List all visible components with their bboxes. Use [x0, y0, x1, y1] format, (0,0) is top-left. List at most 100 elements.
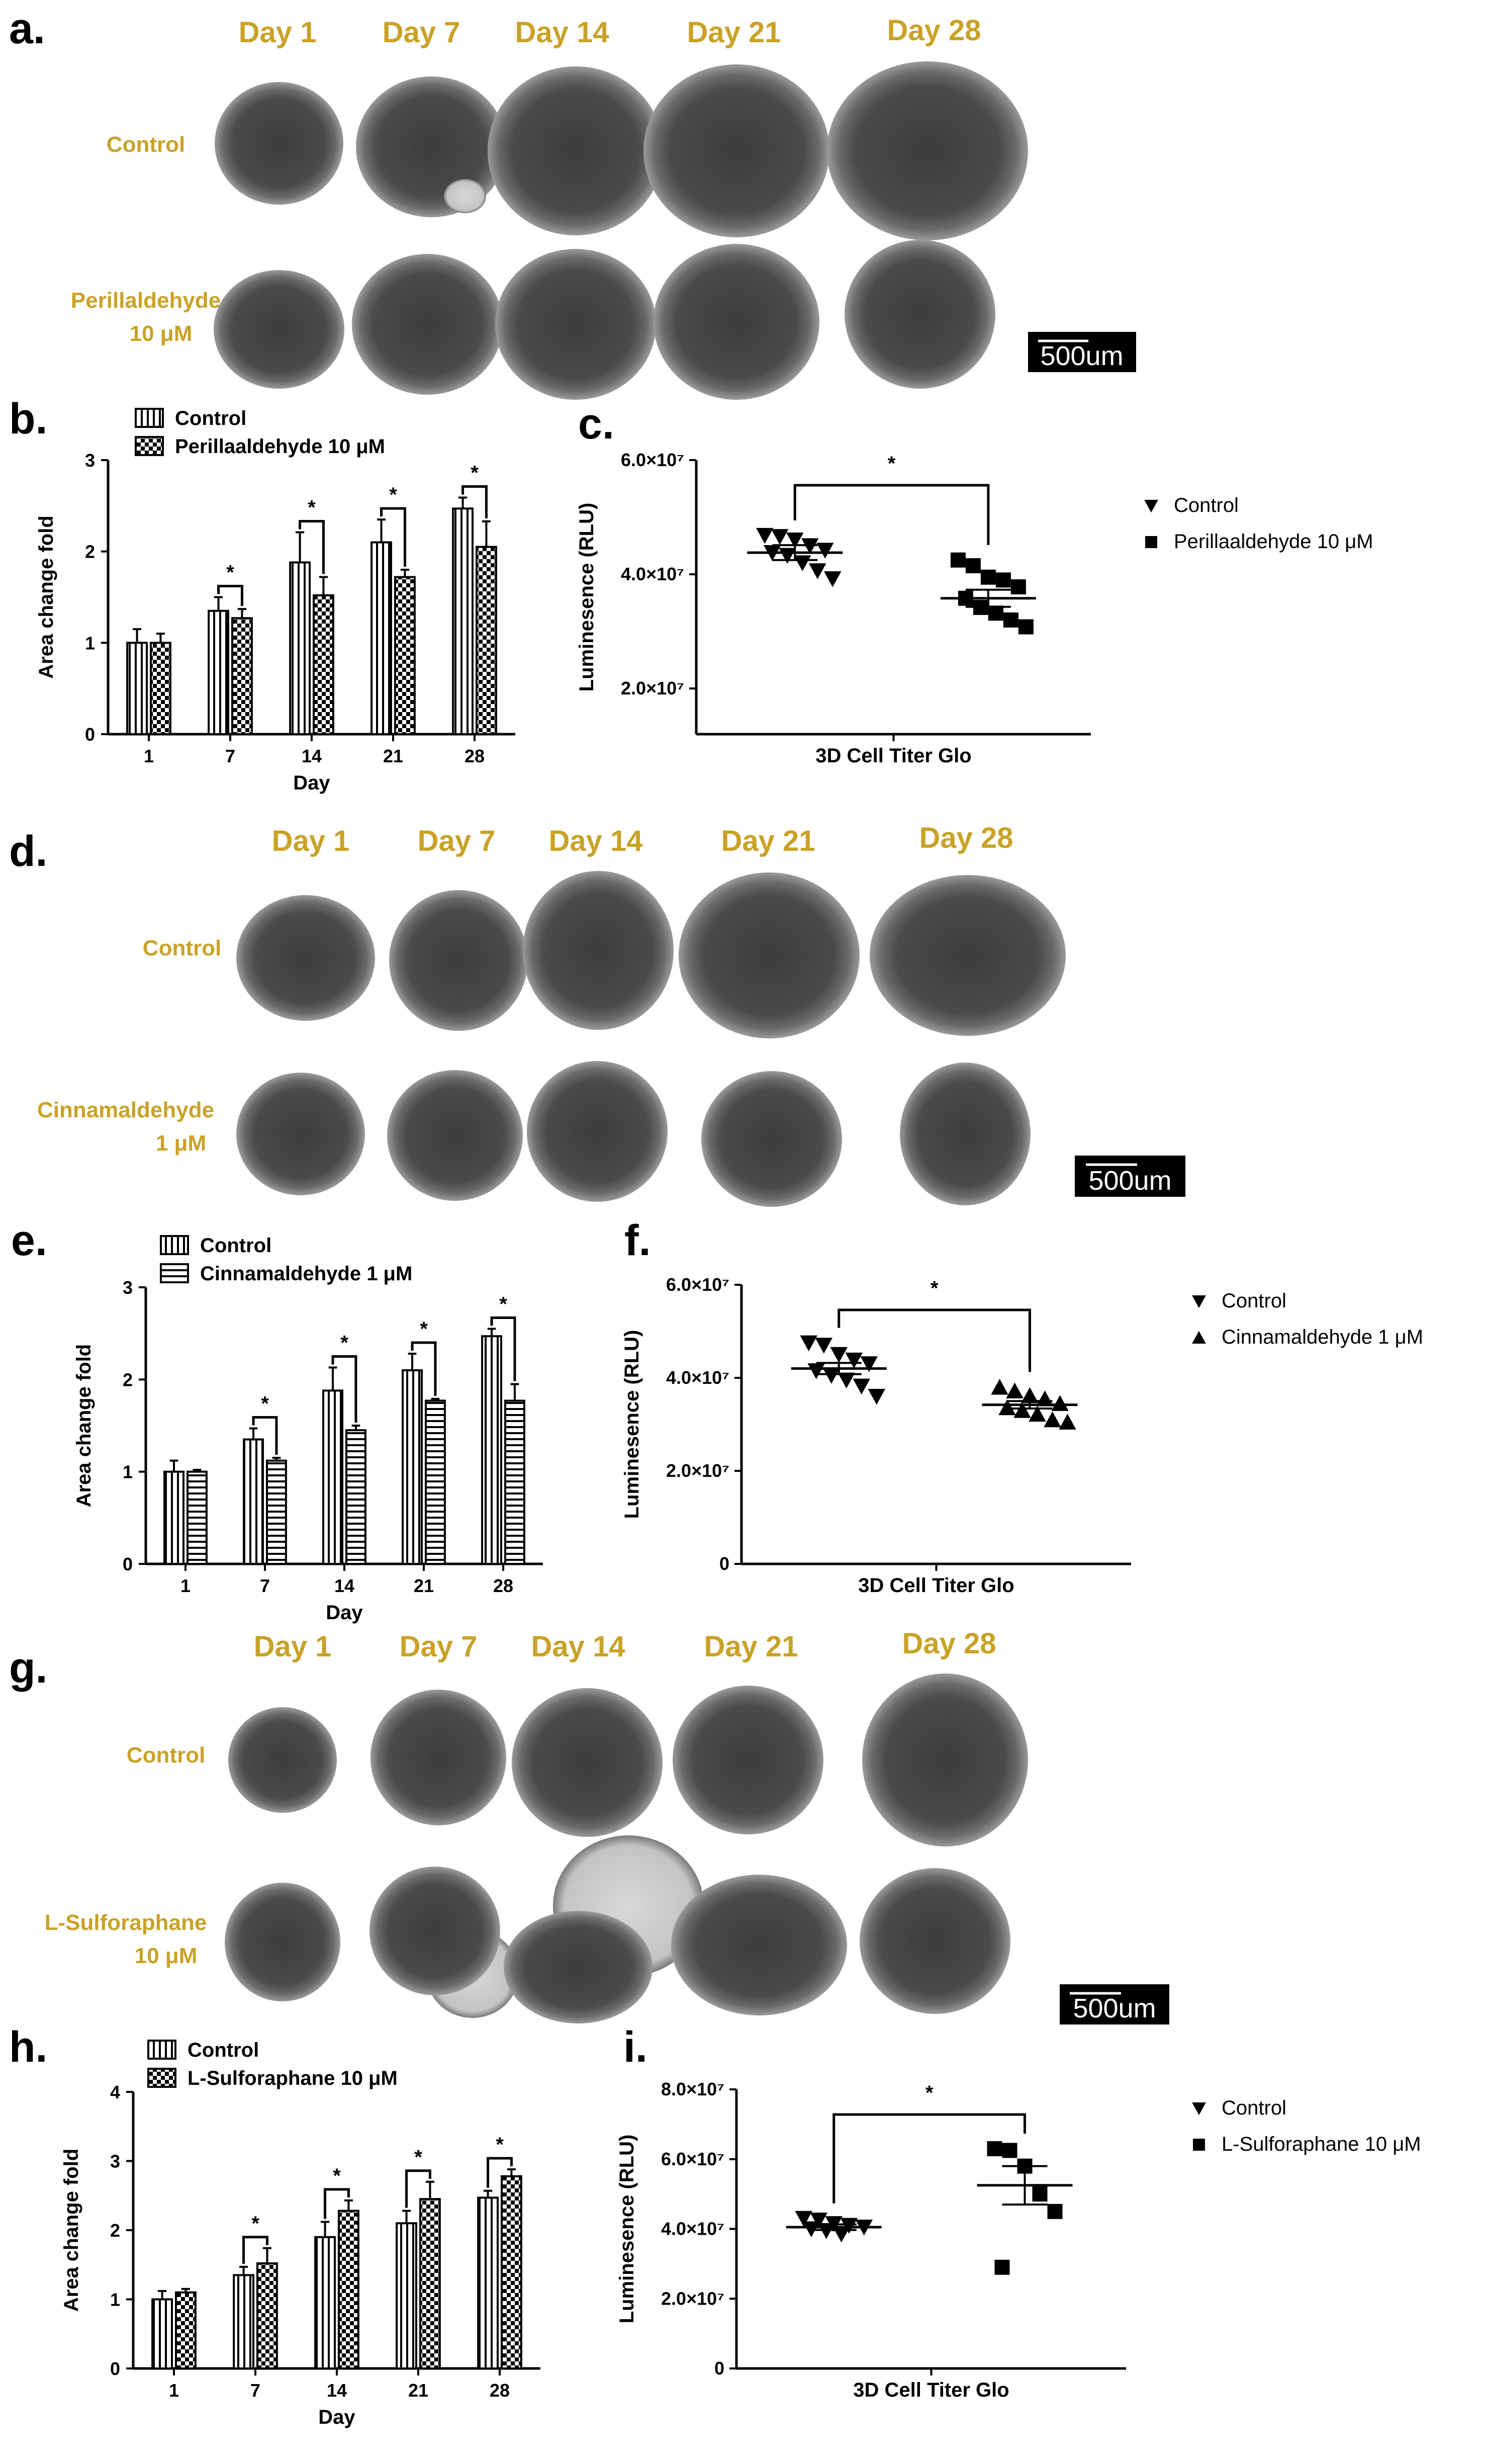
error-bar	[458, 496, 468, 509]
point-Control	[756, 527, 774, 544]
point-Perillaaldehyde 10 μM	[950, 552, 966, 568]
legend-label-Control: Control	[200, 1235, 271, 1257]
error-bar	[133, 628, 142, 643]
y-tick-label: 0	[110, 2358, 120, 2379]
error-bar	[249, 1427, 258, 1440]
spheroid-control-day7	[389, 890, 528, 1031]
significance-bracket	[461, 485, 488, 518]
bar-Control-21	[370, 541, 392, 735]
day-label-28: Day 28	[919, 822, 1013, 854]
chart-h-area-change: h. 0 1 2 3 4 1 7 * 14 * 21 * 28 * Day Area change fold C…	[9, 2023, 540, 2428]
point-Cinnamaldehyde 1 μM	[1059, 1414, 1076, 1430]
y-axis-title: Area change fold	[73, 1344, 95, 1508]
significance-star: *	[499, 1293, 507, 1315]
significance-bracket	[490, 1316, 516, 1381]
point-Perillaaldehyde 10 μM	[1018, 619, 1034, 635]
day-label-28: Day 28	[902, 1627, 996, 1660]
day-label-7: Day 7	[383, 16, 460, 49]
point-Perillaaldehyde 10 μM	[995, 572, 1011, 588]
error-bar	[425, 2180, 434, 2199]
point-Perillaaldehyde 10 μM	[1003, 612, 1018, 628]
x-axis-title: 3D Cell Titer Glo	[853, 2379, 1009, 2401]
y-tick-label: 4.0×10⁷	[666, 1367, 729, 1388]
bar-L-Sulforaphane 10 μM-21	[419, 2198, 441, 2369]
point-Control	[800, 1335, 817, 1352]
significance-star: *	[925, 2082, 934, 2104]
panel-d-images: d. Day 1 Day 7 Day 14 Day 21 Day 28 Cont…	[9, 822, 1185, 1207]
x-tick-label: 7	[250, 2380, 260, 2401]
spheroid-control-day14	[523, 871, 674, 1030]
y-tick-label: 1	[85, 633, 95, 653]
x-tick-label: 28	[465, 746, 485, 766]
panel-letter-g: g.	[9, 1644, 47, 1692]
significance-bracket	[252, 1416, 278, 1455]
y-tick-label: 1	[123, 1462, 133, 1482]
significance-star: *	[226, 562, 234, 584]
legend-label-Control: Control	[1222, 1290, 1286, 1312]
legend-label-Control: Control	[175, 407, 246, 429]
error-bar	[482, 520, 491, 547]
y-tick-label: 0	[719, 1553, 729, 1574]
y-tick-label: 3	[123, 1277, 133, 1298]
spheroid-treated-day28	[845, 240, 995, 389]
point-Perillaaldehyde 10 μM	[1010, 579, 1026, 595]
y-tick-label: 2.0×10⁷	[661, 2288, 724, 2309]
spheroid-treated-day7	[352, 254, 503, 395]
significance-bracket	[217, 585, 243, 606]
legend-marker-Control	[1192, 2102, 1206, 2116]
legend-marker-Cinnamaldehyde 1 μM	[1192, 1331, 1206, 1344]
x-tick-label: 28	[490, 2380, 510, 2401]
day-label-1: Day 1	[254, 1630, 332, 1663]
spheroid-treated-day7	[369, 1867, 500, 1995]
row-label-treatment: Perillaldehyde	[71, 288, 221, 313]
panel-g-images: g. Day 1 Day 7 Day 14 Day 21 Day 28 Cont…	[9, 1627, 1169, 2025]
bar-Control-14	[289, 561, 311, 735]
significance-bracket	[487, 2157, 513, 2188]
significance-bracket	[242, 2236, 268, 2264]
significance-bracket	[331, 1355, 357, 1423]
significance-bracket	[324, 2188, 350, 2219]
bar-Control-21	[402, 1369, 423, 1565]
panel-letter-f: f.	[624, 1216, 651, 1265]
error-bar	[344, 2199, 353, 2211]
legend-marker-Control	[1144, 500, 1158, 513]
panel-letter-a: a.	[9, 5, 45, 53]
y-tick-label: 0	[123, 1554, 133, 1574]
x-axis-title: Day	[326, 1602, 363, 1624]
error-bar	[319, 576, 328, 595]
error-bar	[156, 633, 165, 643]
spheroid-control-day21	[643, 64, 829, 237]
day-label-7: Day 7	[418, 825, 496, 857]
significance-bracket	[793, 484, 990, 545]
spheroid-treated-day14	[527, 1061, 668, 1202]
panel-letter-i: i.	[623, 2023, 647, 2071]
x-axis-title: Day	[318, 2406, 355, 2428]
y-tick-label: 0	[714, 2358, 724, 2379]
day-label-1: Day 1	[272, 825, 350, 857]
point-Cinnamaldehyde 1 μM	[1013, 1402, 1031, 1418]
day-label-21: Day 21	[687, 16, 781, 49]
panel-letter-e: e.	[11, 1216, 47, 1265]
point-Control	[794, 555, 811, 571]
spheroid-control-day14	[512, 1688, 663, 1837]
day-label-7: Day 7	[400, 1630, 478, 1663]
x-tick-label: 14	[327, 2380, 347, 2401]
sem-bar	[816, 1362, 862, 1375]
error-bar	[431, 1397, 440, 1401]
y-axis-title: Area change fold	[35, 515, 57, 679]
panel-letter-h: h.	[9, 2023, 47, 2071]
bar-Perillaaldehyde 10 μM-1	[150, 642, 171, 736]
bar-Control-21	[396, 2222, 417, 2369]
y-tick-label: 2	[85, 542, 95, 562]
scale-bar: 500um	[1075, 1156, 1185, 1197]
point-Cinnamaldehyde 1 μM	[1021, 1387, 1039, 1403]
spheroid-treated-day21	[701, 1071, 842, 1207]
error-bar	[400, 569, 409, 577]
point-Control	[809, 563, 826, 579]
point-Control	[853, 1378, 870, 1395]
bar-Control-7	[233, 2274, 254, 2369]
spheroid-control-day14	[488, 66, 664, 235]
y-tick-label: 1	[110, 2290, 120, 2310]
bar-Cinnamaldehyde 1 μM-14	[345, 1429, 366, 1565]
point-Control	[816, 543, 834, 559]
